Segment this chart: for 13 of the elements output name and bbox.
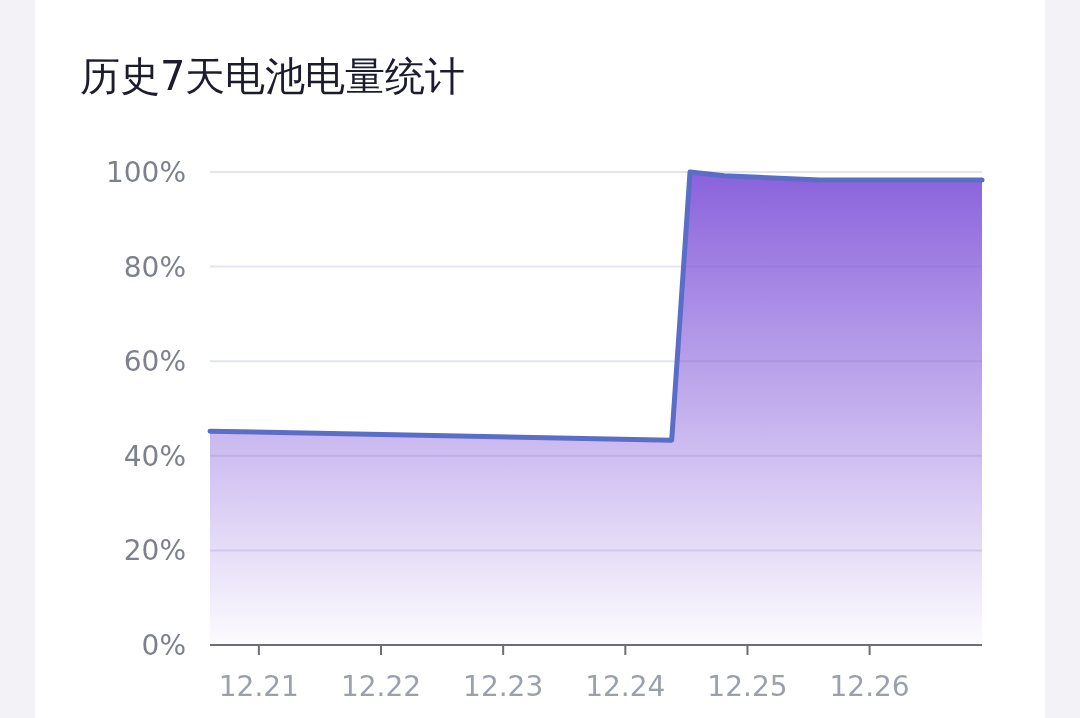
y-tick-label: 40% — [123, 439, 186, 473]
x-tick-label: 12.21 — [218, 670, 299, 703]
chart-title: 历史7天电池电量统计 — [80, 53, 466, 99]
x-tick-label: 12.24 — [585, 670, 666, 703]
y-tick-label: 20% — [123, 534, 186, 568]
x-tick-label: 12.23 — [463, 670, 544, 703]
y-tick-label: 100% — [105, 156, 186, 189]
x-tick-label: 12.25 — [707, 670, 788, 703]
y-tick-label: 80% — [123, 250, 186, 284]
x-tick-label: 12.26 — [829, 670, 910, 703]
y-tick-label: 0% — [141, 629, 186, 662]
x-tick-label: 12.22 — [340, 670, 422, 703]
y-tick-label: 60% — [123, 345, 186, 379]
